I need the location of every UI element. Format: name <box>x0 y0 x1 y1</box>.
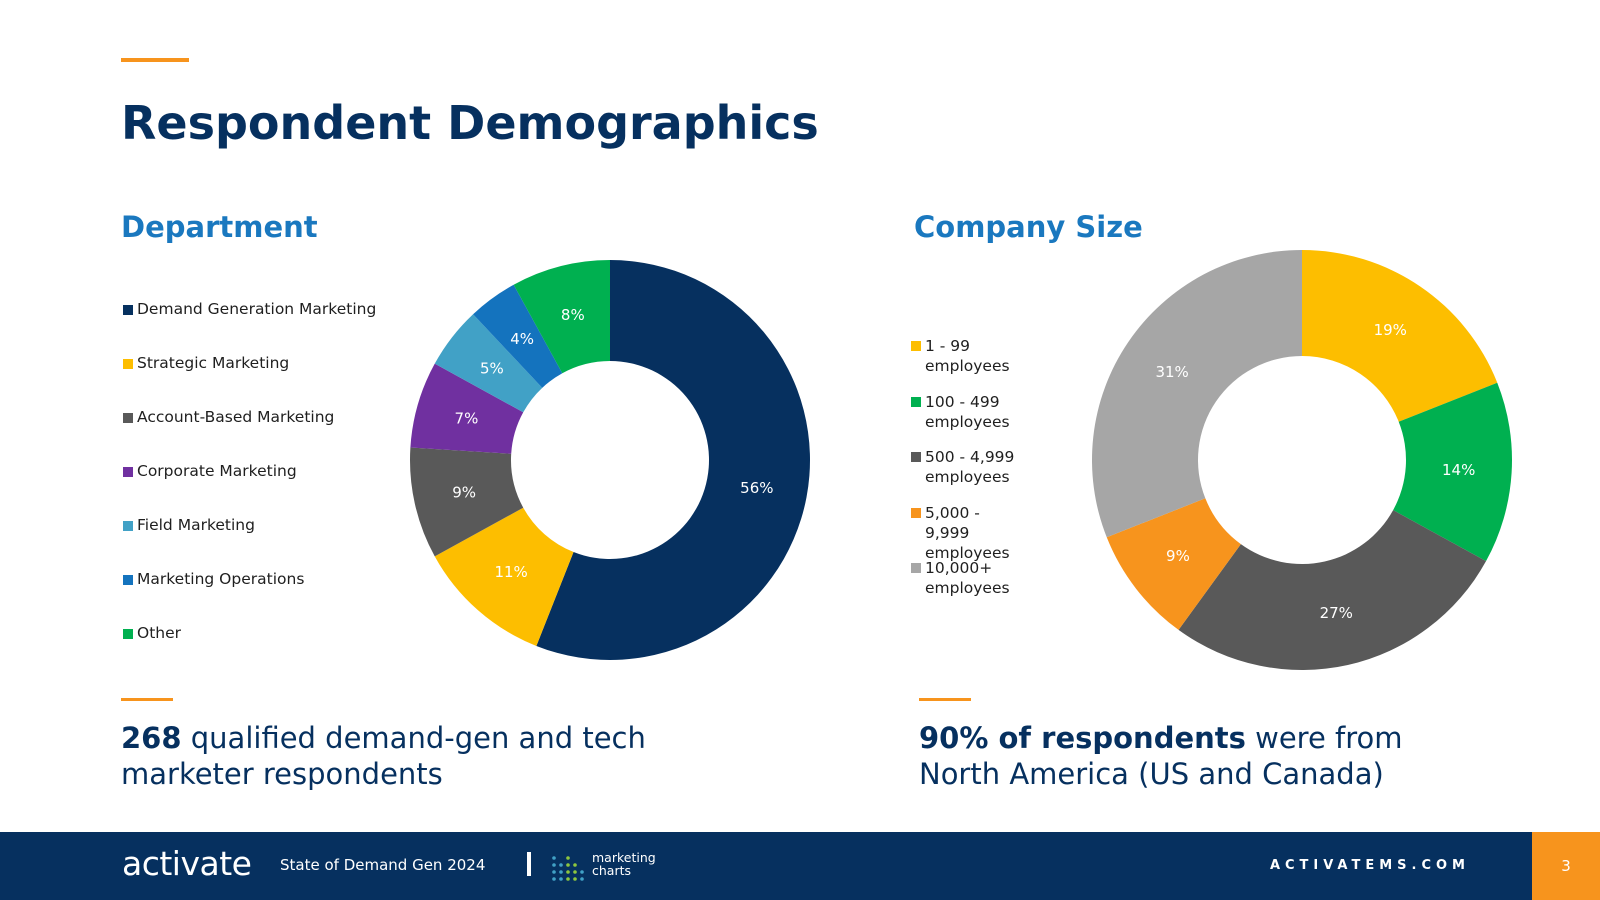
company-size-legend-label-2: 500 - 4,999 employees <box>925 448 1015 486</box>
marketing-charts-logo-text: marketing charts <box>592 851 656 877</box>
department-slice-label-3: 7% <box>455 409 479 427</box>
left-stat-text: 268 qualified demand-gen and tech market… <box>121 720 701 792</box>
department-legend-swatch-5 <box>123 575 133 585</box>
company-size-slice-3 <box>1106 498 1241 630</box>
department-legend-item-0: Demand Generation Marketing <box>123 300 376 318</box>
company-size-legend-item-4: 10,000+ employees <box>911 558 1025 598</box>
department-slice-5 <box>473 284 563 388</box>
department-slice-label-5: 4% <box>510 330 534 348</box>
company-size-slice-0 <box>1302 250 1498 422</box>
department-slice-3 <box>410 363 524 454</box>
company-size-legend-label-3: 5,000 - 9,999 employees <box>925 503 1010 562</box>
company-size-legend-item-1: 100 - 499 employees <box>911 392 1025 432</box>
right-stat-highlight: 90% of respondents <box>919 721 1246 755</box>
right-stat-text: 90% of respondents were from North Ameri… <box>919 720 1459 792</box>
footer-bar: activate State of Demand Gen 2024 market… <box>0 832 1600 900</box>
company-size-chart-title: Company Size <box>914 210 1143 244</box>
department-legend-swatch-2 <box>123 413 133 423</box>
page-number: 3 <box>1561 857 1571 875</box>
company-size-slice-label-4: 31% <box>1155 363 1188 381</box>
marketing-charts-line2: charts <box>592 863 632 878</box>
department-slice-label-1: 11% <box>494 563 527 581</box>
department-legend-label-5: Marketing Operations <box>137 570 305 588</box>
company-size-legend-item-3: 5,000 - 9,999 employees <box>911 503 1025 563</box>
company-size-legend-swatch-0 <box>911 341 921 351</box>
department-slice-1 <box>434 507 574 646</box>
department-legend-label-3: Corporate Marketing <box>137 462 297 480</box>
department-legend-item-6: Other <box>123 624 181 642</box>
company-size-legend-item-0: 1 - 99 employees <box>911 336 1025 376</box>
department-legend-item-3: Corporate Marketing <box>123 462 297 480</box>
department-slice-4 <box>434 314 543 413</box>
department-legend-label-1: Strategic Marketing <box>137 354 290 372</box>
department-slice-label-2: 9% <box>452 484 476 502</box>
department-legend-label-4: Field Marketing <box>137 516 255 534</box>
department-legend-swatch-0 <box>123 305 133 315</box>
department-legend-swatch-3 <box>123 467 133 477</box>
department-slice-label-0: 56% <box>740 479 773 497</box>
left-stat-description: qualified demand-gen and tech marketer r… <box>121 721 646 791</box>
right-stat-description: were from North America (US and Canada) <box>919 721 1403 791</box>
department-slice-0 <box>536 260 810 660</box>
company-size-legend-label-4: 10,000+ employees <box>925 559 1010 597</box>
title-accent-bar <box>121 58 189 62</box>
department-legend-item-2: Account-Based Marketing <box>123 408 334 426</box>
right-stat-accent-bar <box>919 698 971 701</box>
department-legend-swatch-4 <box>123 521 133 531</box>
company-size-legend-label-0: 1 - 99 employees <box>925 337 1010 375</box>
report-name: State of Demand Gen 2024 <box>280 856 486 874</box>
website-link[interactable]: ACTIVATEMS.COM <box>1269 858 1470 873</box>
company-size-slice-1 <box>1393 382 1512 562</box>
company-size-slice-2 <box>1178 510 1487 670</box>
page-title: Respondent Demographics <box>121 96 819 150</box>
left-stat-accent-bar <box>121 698 173 701</box>
department-slice-6 <box>513 260 610 374</box>
company-size-donut-chart: 19% 14% 27% 9% 31% <box>1092 250 1512 670</box>
company-size-slice-label-1: 14% <box>1442 461 1475 479</box>
company-size-slice-label-0: 19% <box>1374 321 1407 339</box>
department-slice-label-4: 5% <box>480 359 504 377</box>
company-size-slice-label-2: 27% <box>1320 604 1353 622</box>
left-stat-number: 268 <box>121 721 182 755</box>
department-legend-item-5: Marketing Operations <box>123 570 304 588</box>
department-legend-label-6: Other <box>137 624 182 642</box>
company-size-legend-swatch-1 <box>911 396 921 407</box>
footer-separator <box>527 852 531 876</box>
department-legend-item-1: Strategic Marketing <box>123 354 289 372</box>
marketing-charts-line1: marketing <box>592 850 656 865</box>
company-size-legend-swatch-3 <box>911 507 921 518</box>
department-legend-label-2: Account-Based Marketing <box>137 408 335 426</box>
department-slice-2 <box>410 447 524 557</box>
department-slice-label-6: 8% <box>561 306 585 324</box>
activate-logo: activate <box>122 844 252 883</box>
department-legend-swatch-1 <box>123 359 133 369</box>
department-legend-swatch-6 <box>123 629 133 639</box>
company-size-legend-item-2: 500 - 4,999 employees <box>911 447 1025 487</box>
company-size-slice-label-3: 9% <box>1166 547 1190 565</box>
department-legend-item-4: Field Marketing <box>123 516 255 534</box>
company-size-legend-swatch-4 <box>911 563 921 573</box>
marketing-charts-dots-icon <box>552 856 584 881</box>
department-chart-title: Department <box>121 210 318 244</box>
department-donut-chart: 56% 11% 9% 7% 5% 4% 8% <box>410 260 810 660</box>
page-number-box: 3 <box>1532 832 1600 900</box>
company-size-slice-4 <box>1092 250 1302 538</box>
company-size-legend-swatch-2 <box>911 452 921 462</box>
department-legend-label-0: Demand Generation Marketing <box>137 300 377 318</box>
company-size-legend-label-1: 100 - 499 employees <box>925 392 1010 431</box>
